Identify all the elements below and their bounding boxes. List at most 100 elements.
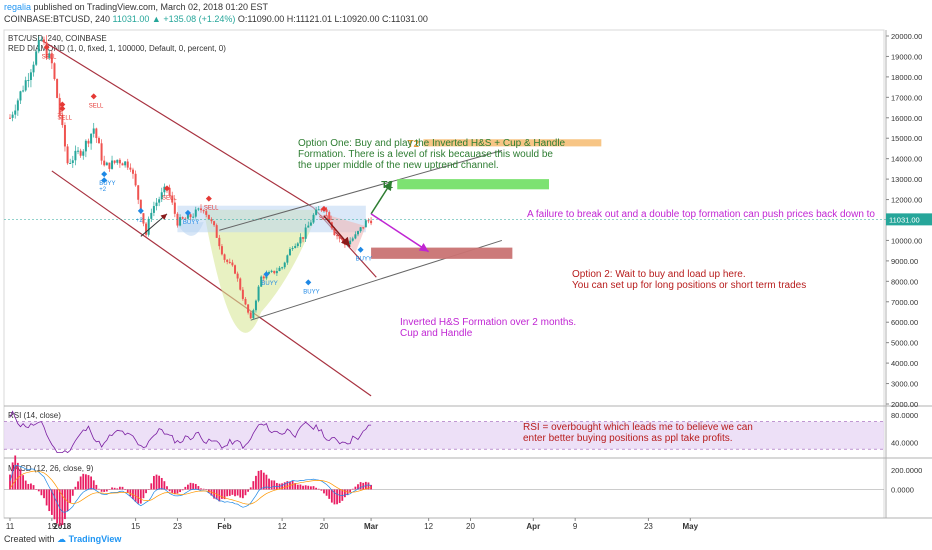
- candle-body: [92, 128, 95, 134]
- price-tick-label: 7000.00: [891, 298, 918, 307]
- published-text: published on TradingView.com, March 02, …: [33, 2, 269, 12]
- macd-bar: [35, 489, 38, 490]
- candle-body: [113, 160, 116, 163]
- price-tick-label: 5000.00: [891, 339, 918, 348]
- macd-bar: [309, 486, 312, 490]
- candle-body: [79, 150, 82, 156]
- candle-body: [218, 237, 221, 247]
- price-tick-label: 4000.00: [891, 359, 918, 368]
- signal-diamond-icon: [205, 195, 212, 202]
- ohlc-values: O:11090.00 H:11121.01 L:10920.00 C:11031…: [237, 14, 428, 24]
- candle-body: [299, 237, 302, 244]
- signal-label: SELL: [42, 54, 57, 60]
- macd-bar: [210, 489, 213, 496]
- macd-bar: [333, 489, 336, 505]
- price-tick-label: 3000.00: [891, 380, 918, 389]
- candle-body: [338, 235, 341, 239]
- macd-bar: [299, 484, 302, 490]
- signal-label: +2: [99, 187, 107, 193]
- macd-bar: [129, 489, 132, 497]
- candle-body: [275, 271, 278, 274]
- macd-bar: [296, 484, 299, 490]
- candle-body: [354, 234, 357, 239]
- time-tick-label: 20: [466, 522, 475, 531]
- macd-bar: [124, 489, 127, 491]
- tradingview-brand[interactable]: TradingView: [68, 534, 122, 544]
- candle-body: [210, 219, 213, 222]
- candle-body: [362, 227, 365, 229]
- candle-body: [100, 143, 103, 161]
- macd-bar: [53, 489, 56, 520]
- macd-bar: [14, 455, 17, 490]
- price-tick-label: 13000.00: [891, 175, 922, 184]
- signal-diamond-icon: [59, 105, 66, 112]
- macd-bar: [163, 481, 166, 490]
- macd-bar: [359, 482, 362, 490]
- signal-label: BUYY: [183, 220, 199, 226]
- price-tick-label: 17000.00: [891, 93, 922, 102]
- chart-legend-symbol: BTC/USD, 240, COINBASE: [8, 34, 107, 43]
- candle-body: [351, 238, 354, 241]
- candle-body: [359, 227, 362, 232]
- price-change: 11031.00 ▲ +135.08 (+1.24%): [112, 14, 236, 24]
- rsi-tick-label: 40.0000: [891, 438, 918, 447]
- price-tick-label: 18000.00: [891, 73, 922, 82]
- macd-bar: [252, 481, 255, 490]
- macd-bar: [84, 474, 87, 490]
- candle-body: [349, 240, 352, 245]
- candle-body: [121, 163, 124, 166]
- time-tick-label: 2018: [53, 522, 71, 531]
- candle-body: [281, 267, 284, 269]
- chart-legend-indicator: RED DIAMOND (1, 0, fixed, 1, 100000, Def…: [8, 44, 226, 53]
- macd-bar: [92, 480, 95, 490]
- candle-body: [137, 185, 140, 200]
- macd-bar: [302, 485, 304, 490]
- candle-body: [9, 117, 11, 119]
- price-tick-label: 8000.00: [891, 277, 918, 286]
- time-tick-label: 15: [131, 522, 140, 531]
- time-tick-label: 19: [47, 522, 56, 531]
- signal-diamond-icon: [90, 93, 97, 100]
- candle-body: [14, 110, 17, 115]
- candle-body: [58, 97, 61, 115]
- macd-bar: [77, 481, 79, 490]
- annotation-option-one: Option One: Buy and play the Inverted H&…: [298, 138, 566, 149]
- candle-body: [19, 91, 22, 101]
- price-tick-label: 6000.00: [891, 318, 918, 327]
- support-zone: [371, 247, 513, 259]
- macd-bar: [231, 489, 234, 495]
- candle-body: [27, 80, 30, 82]
- candle-body: [189, 214, 192, 218]
- channel-lower-line: [51, 170, 372, 397]
- macd-bar: [95, 484, 98, 490]
- macd-bar: [9, 474, 11, 490]
- signal-diamond-icon: [163, 185, 170, 192]
- candle-body: [288, 249, 291, 256]
- annotation-option-two: Option 2: Wait to buy and load up here.: [572, 269, 746, 280]
- macd-bar: [349, 489, 352, 493]
- rsi-band: [4, 421, 884, 450]
- candle-body: [302, 237, 305, 239]
- author-link[interactable]: regalia: [4, 2, 32, 12]
- candle-body: [103, 160, 106, 166]
- candle-body: [192, 216, 195, 218]
- candle-body: [163, 186, 166, 193]
- right-shoulder-shape: [323, 213, 366, 253]
- macd-line: [9, 465, 372, 513]
- time-tick-label: 9: [573, 522, 578, 531]
- macd-bar: [328, 489, 331, 499]
- macd-bar: [150, 483, 153, 490]
- target-zone-t1: [397, 179, 549, 190]
- target-zone-label: T2: [407, 139, 419, 150]
- macd-bar: [283, 482, 286, 490]
- price-tick-label: 14000.00: [891, 155, 922, 164]
- candle-body: [37, 40, 40, 52]
- candle-body: [16, 100, 19, 111]
- candle-body: [325, 209, 328, 213]
- macd-bar: [147, 489, 150, 490]
- cup-shape: [203, 209, 319, 333]
- macd-bar: [362, 482, 365, 490]
- macd-title: MACD (12, 26, close, 9): [8, 464, 94, 473]
- macd-bar: [294, 483, 297, 490]
